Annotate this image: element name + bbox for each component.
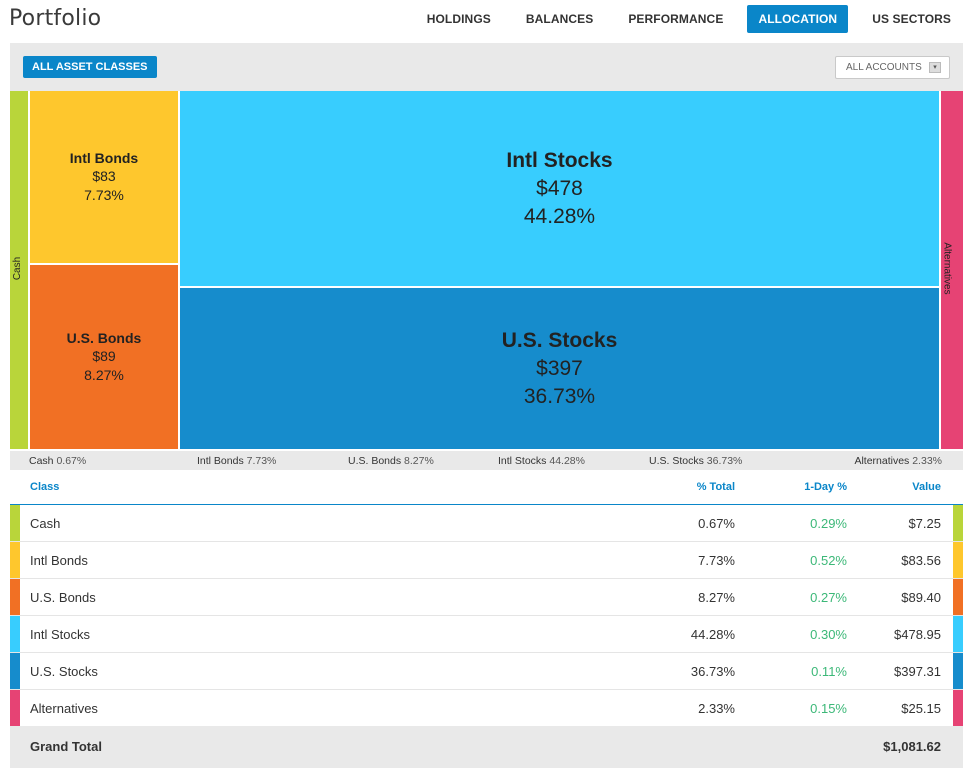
cell-value: $83.56 (901, 553, 941, 568)
legend-item-intl-bonds: Intl Bonds 7.73% (197, 455, 277, 467)
row-color-bar (953, 505, 963, 541)
table-row[interactable]: Cash 0.67% 0.29% $7.25 (10, 505, 963, 542)
cell-pct-total: 0.67% (698, 516, 735, 531)
treemap-cell-intl-stocks[interactable]: Intl Stocks $478 44.28% (180, 91, 941, 288)
cell-one-day: 0.52% (810, 553, 847, 568)
table-header: Class % Total 1-Day % Value (10, 470, 963, 505)
treemap-value: $478 (536, 176, 583, 200)
treemap-value: $83 (92, 168, 116, 184)
legend-item-cash: Cash 0.67% (29, 455, 87, 467)
row-color-bar (953, 579, 963, 615)
treemap-cell-us-stocks[interactable]: U.S. Stocks $397 36.73% (180, 288, 941, 451)
tab-us-sectors[interactable]: US SECTORS (872, 12, 951, 26)
cell-pct-total: 8.27% (698, 590, 735, 605)
cell-class: U.S. Bonds (30, 590, 96, 605)
legend-item-us-bonds: U.S. Bonds 8.27% (348, 455, 434, 467)
row-color-bar (10, 505, 20, 541)
cell-class: Intl Stocks (30, 627, 90, 642)
legend-item-us-stocks: U.S. Stocks 36.73% (649, 455, 743, 467)
treemap-pct: 36.73% (523, 384, 596, 408)
cell-value: $478.95 (894, 627, 941, 642)
treemap-label-cash: Cash (12, 256, 24, 281)
tab-allocation[interactable]: ALLOCATION (747, 5, 849, 33)
cell-class: Alternatives (30, 701, 98, 716)
table-row[interactable]: U.S. Stocks 36.73% 0.11% $397.31 (10, 653, 963, 690)
row-color-bar (953, 616, 963, 652)
column-header-value[interactable]: Value (912, 481, 941, 493)
all-asset-classes-button[interactable]: ALL ASSET CLASSES (23, 56, 157, 78)
tab-holdings[interactable]: HOLDINGS (426, 12, 491, 26)
treemap-legend: Cash 0.67% Intl Bonds 7.73% U.S. Bonds 8… (10, 452, 963, 470)
cell-class: Intl Bonds (30, 553, 88, 568)
accounts-select[interactable]: ALL ACCOUNTS ▾ (835, 56, 950, 79)
row-color-bar (953, 690, 963, 726)
column-header-one-day[interactable]: 1-Day % (804, 481, 847, 493)
cell-one-day: 0.30% (810, 627, 847, 642)
treemap-pct: 8.27% (84, 367, 124, 383)
treemap-cell-alternatives[interactable]: Alternatives (941, 91, 963, 451)
grand-total-row: Grand Total $1,081.62 (10, 726, 963, 768)
treemap-pct: 44.28% (523, 204, 596, 228)
cell-pct-total: 36.73% (690, 664, 735, 679)
legend-item-intl-stocks: Intl Stocks 44.28% (498, 455, 585, 467)
row-color-bar (10, 653, 20, 689)
treemap-cell-cash[interactable]: Cash (10, 91, 30, 451)
cell-one-day: 0.15% (810, 701, 847, 716)
row-color-bar (953, 542, 963, 578)
column-header-class[interactable]: Class (30, 481, 60, 493)
row-color-bar (953, 653, 963, 689)
treemap-value: $397 (536, 356, 583, 380)
allocation-treemap: Cash Intl Bonds $83 7.73% U.S. Bonds $89… (10, 91, 963, 451)
cell-pct-total: 44.28% (690, 627, 735, 642)
table-row[interactable]: U.S. Bonds 8.27% 0.27% $89.40 (10, 579, 963, 616)
legend-item-alternatives: Alternatives 2.33% (854, 455, 942, 467)
cell-value: $89.40 (901, 590, 941, 605)
treemap-cell-us-bonds[interactable]: U.S. Bonds $89 8.27% (30, 265, 180, 451)
tab-performance[interactable]: PERFORMANCE (628, 12, 724, 26)
tab-balances[interactable]: BALANCES (525, 12, 594, 26)
page-title: Portfolio (9, 6, 102, 31)
cell-pct-total: 7.73% (698, 553, 735, 568)
cell-value: $25.15 (901, 701, 941, 716)
cell-class: U.S. Stocks (30, 664, 98, 679)
table-row[interactable]: Intl Stocks 44.28% 0.30% $478.95 (10, 616, 963, 653)
row-color-bar (10, 542, 20, 578)
dropdown-arrow-icon: ▾ (929, 62, 941, 73)
cell-one-day: 0.11% (811, 664, 847, 679)
cell-class: Cash (30, 516, 61, 531)
treemap-pct: 7.73% (84, 187, 124, 203)
treemap-cell-intl-bonds[interactable]: Intl Bonds $83 7.73% (30, 91, 180, 265)
allocation-table: Class % Total 1-Day % Value Cash 0.67% 0… (10, 470, 963, 727)
row-color-bar (10, 616, 20, 652)
treemap-value: $89 (92, 348, 116, 364)
column-header-pct-total[interactable]: % Total (696, 481, 735, 493)
table-row[interactable]: Intl Bonds 7.73% 0.52% $83.56 (10, 542, 963, 579)
row-color-bar (10, 690, 20, 726)
row-color-bar (10, 579, 20, 615)
main-tabs: HOLDINGS BALANCES PERFORMANCE ALLOCATION… (403, 5, 962, 33)
grand-total-value: $1,081.62 (883, 739, 941, 754)
treemap-name: Intl Bonds (69, 150, 139, 166)
cell-pct-total: 2.33% (698, 701, 735, 716)
treemap-label-alternatives: Alternatives (941, 242, 953, 295)
cell-one-day: 0.29% (810, 516, 847, 531)
grand-total-label: Grand Total (30, 739, 102, 754)
allocation-panel: ALL ASSET CLASSES ALL ACCOUNTS ▾ Cash In… (10, 43, 963, 768)
treemap-name: U.S. Stocks (501, 328, 618, 352)
accounts-select-value: ALL ACCOUNTS (846, 62, 922, 73)
cell-one-day: 0.27% (810, 590, 847, 605)
treemap-name: Intl Stocks (506, 148, 613, 172)
cell-value: $397.31 (894, 664, 941, 679)
table-row[interactable]: Alternatives 2.33% 0.15% $25.15 (10, 690, 963, 727)
cell-value: $7.25 (908, 516, 941, 531)
treemap-name: U.S. Bonds (66, 330, 142, 346)
